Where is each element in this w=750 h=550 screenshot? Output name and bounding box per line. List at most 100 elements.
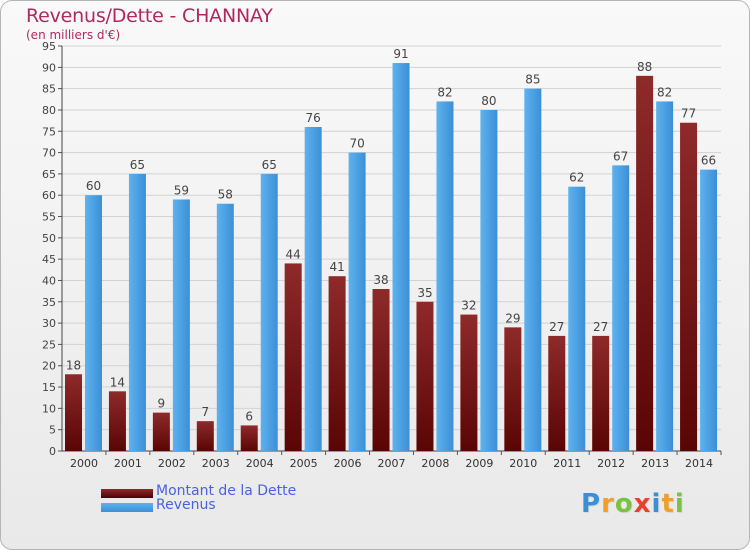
x-tick-label: 2003 xyxy=(202,457,230,470)
chart-title: Revenus/Dette - CHANNAY xyxy=(26,5,273,27)
legend-swatch-revenus xyxy=(101,503,153,512)
x-tick-label: 2005 xyxy=(290,457,318,470)
bar-dette xyxy=(416,301,434,451)
bar-dette xyxy=(196,421,214,451)
data-label-revenus: 65 xyxy=(262,158,277,172)
bar-revenus xyxy=(172,199,190,451)
bar-revenus xyxy=(656,101,674,451)
x-tick-label: 2008 xyxy=(421,457,449,470)
y-tick-label: 55 xyxy=(42,211,56,224)
y-tick-label: 90 xyxy=(42,61,56,74)
data-label-dette: 27 xyxy=(549,320,564,334)
y-tick-label: 85 xyxy=(42,83,56,96)
x-tick-label: 2009 xyxy=(465,457,493,470)
x-tick-label: 2013 xyxy=(641,457,669,470)
bar-revenus xyxy=(568,186,586,451)
bar-dette xyxy=(548,335,566,451)
bar-revenus xyxy=(85,195,102,451)
data-label-revenus: 91 xyxy=(393,47,408,61)
data-label-dette: 77 xyxy=(681,107,696,121)
x-tick-label: 2014 xyxy=(685,457,713,470)
y-tick-label: 35 xyxy=(42,296,56,309)
data-label-dette: 44 xyxy=(286,247,301,261)
bar-revenus xyxy=(216,203,234,451)
bar-revenus xyxy=(612,165,630,452)
data-label-dette: 41 xyxy=(329,260,344,274)
y-tick-label: 10 xyxy=(42,402,56,415)
bar-revenus xyxy=(524,88,542,451)
legend-swatch-dette xyxy=(101,489,153,498)
bar-dette xyxy=(240,425,258,451)
bar-revenus xyxy=(348,152,366,451)
data-label-revenus: 62 xyxy=(569,171,584,185)
axis-layer: 0 5 10 15 20 25 30 35 40 45 50 55 60 65 70 75 80 85 90 95 xyxy=(42,40,722,458)
logo-letter: P xyxy=(581,489,602,519)
bar-dette xyxy=(152,412,170,451)
data-label-dette: 9 xyxy=(158,397,166,411)
data-label-revenus: 82 xyxy=(437,85,452,99)
bar-revenus xyxy=(128,173,146,452)
data-label-revenus: 82 xyxy=(657,85,672,99)
legend-label-revenus: Revenus xyxy=(156,497,216,513)
bar-dette xyxy=(592,335,610,451)
logo-letter: t xyxy=(661,489,675,519)
data-label-revenus: 76 xyxy=(306,111,321,125)
grid-layer xyxy=(62,45,721,431)
bar-revenus xyxy=(260,173,278,452)
y-tick-label: 50 xyxy=(42,232,56,245)
x-tick-label: 2000 xyxy=(70,457,98,470)
bar-revenus xyxy=(436,101,454,451)
bar-dette xyxy=(504,327,522,451)
data-label-revenus: 66 xyxy=(701,154,716,168)
data-label-dette: 7 xyxy=(201,405,209,419)
data-label-dette: 29 xyxy=(505,311,520,325)
logo-letter: x xyxy=(633,489,652,519)
data-label-revenus: 85 xyxy=(525,73,540,87)
data-label-revenus: 58 xyxy=(218,188,233,202)
x-tick-label: 2012 xyxy=(597,457,625,470)
bar-revenus xyxy=(700,169,718,451)
bar-dette xyxy=(460,314,478,451)
bar-revenus xyxy=(480,109,498,452)
data-label-dette: 88 xyxy=(637,60,652,74)
data-label-revenus: 70 xyxy=(349,137,364,151)
data-label-revenus: 60 xyxy=(86,179,101,193)
data-label-dette: 18 xyxy=(66,358,81,372)
data-label-dette: 14 xyxy=(110,375,125,389)
x-tick-label: 2004 xyxy=(246,457,274,470)
logo-letter: i xyxy=(651,489,662,519)
y-tick-label: 20 xyxy=(42,360,56,373)
data-label-dette: 6 xyxy=(245,409,253,423)
data-label-revenus: 59 xyxy=(174,183,189,197)
bar-dette xyxy=(680,122,698,451)
y-tick-label: 75 xyxy=(42,125,56,138)
y-tick-label: 60 xyxy=(42,189,56,202)
y-tick-label: 0 xyxy=(49,445,56,458)
bar-revenus xyxy=(304,127,322,451)
y-tick-label: 25 xyxy=(42,338,56,351)
x-tick-label: 2006 xyxy=(334,457,362,470)
labels-layer: 18 60 2000 14 65 2001 9 59 2002 7 58 2003 6 65 2004 44 7… xyxy=(66,47,716,470)
data-label-revenus: 80 xyxy=(481,94,496,108)
legend-label-dette: Montant de la Dette xyxy=(156,483,297,499)
data-label-dette: 32 xyxy=(461,299,476,313)
bars-layer xyxy=(65,63,718,452)
logo-letter: i xyxy=(674,489,685,519)
bar-dette xyxy=(284,263,302,451)
y-tick-label: 65 xyxy=(42,168,56,181)
data-label-revenus: 65 xyxy=(130,158,145,172)
proxiti-logo: Proxiti xyxy=(581,489,685,519)
y-tick-label: 45 xyxy=(42,253,56,266)
x-tick-label: 2007 xyxy=(378,457,406,470)
bar-dette xyxy=(372,289,390,451)
y-tick-label: 30 xyxy=(42,317,56,330)
bar-dette xyxy=(108,391,126,451)
bar-dette xyxy=(636,75,654,451)
x-tick-label: 2011 xyxy=(553,457,581,470)
x-tick-label: 2002 xyxy=(158,457,186,470)
y-tick-label: 70 xyxy=(42,147,56,160)
y-tick-label: 40 xyxy=(42,274,56,287)
bar-dette xyxy=(328,276,346,451)
